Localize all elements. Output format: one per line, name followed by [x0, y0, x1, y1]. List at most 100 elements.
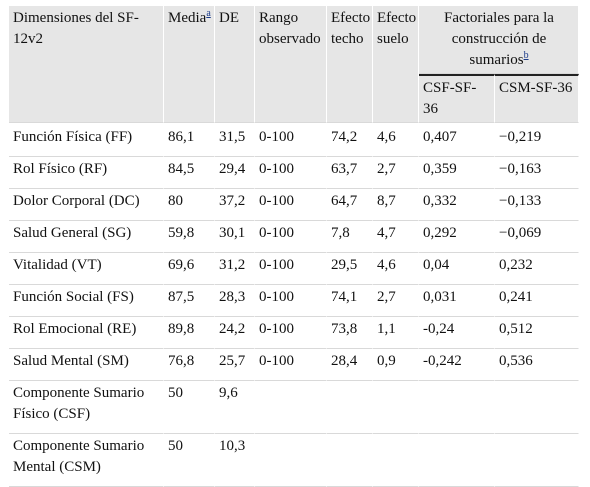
- cell-ceiling: 28,4: [327, 349, 373, 381]
- cell-sd: 10,3: [215, 434, 255, 487]
- cell-floor: 4,7: [373, 221, 419, 253]
- table-row: Función Física (FF) 86,1 31,5 0-100 74,2 4,6 0…: [9, 123, 579, 157]
- cell-floor: 1,1: [373, 317, 419, 349]
- cell-range: [255, 381, 327, 434]
- table-row: Componente Sumario Físico (CSF) 50 9,6: [9, 381, 579, 434]
- cell-range: 0-100: [255, 157, 327, 189]
- cell-sd: 9,6: [215, 381, 255, 434]
- cell-csm: 0,512: [495, 317, 579, 349]
- header-csm: CSM-SF-36: [495, 74, 579, 123]
- cell-csm: −0,219: [495, 123, 579, 157]
- cell-range: 0-100: [255, 285, 327, 317]
- cell-sd: 29,4: [215, 157, 255, 189]
- cell-floor: 2,7: [373, 285, 419, 317]
- cell-csf: 0,359: [419, 157, 495, 189]
- cell-floor: 0,9: [373, 349, 419, 381]
- cell-floor: 8,7: [373, 189, 419, 221]
- cell-ceiling: 7,8: [327, 221, 373, 253]
- cell-ceiling: 63,7: [327, 157, 373, 189]
- header-mean: Mediaa: [164, 6, 215, 123]
- cell-dimension: Componente Sumario Mental (CSM): [9, 434, 164, 487]
- cell-sd: 24,2: [215, 317, 255, 349]
- cell-range: 0-100: [255, 189, 327, 221]
- table-body: Función Física (FF) 86,1 31,5 0-100 74,2 4,6 0…: [9, 123, 579, 487]
- header-ceiling: Efecto techo: [327, 6, 373, 123]
- header-floor: Efecto suelo: [373, 6, 419, 123]
- table-row: Función Social (FS) 87,5 28,3 0-100 74,1 2,7 0…: [9, 285, 579, 317]
- footnote-a-link[interactable]: a: [206, 8, 211, 19]
- cell-mean: 86,1: [164, 123, 215, 157]
- cell-csf: -0,242: [419, 349, 495, 381]
- cell-csm: −0,133: [495, 189, 579, 221]
- table-row: Dolor Corporal (DC) 80 37,2 0-100 64,7 8,7 0,3…: [9, 189, 579, 221]
- table-row: Rol Emocional (RE) 89,8 24,2 0-100 73,8 1,1 -0…: [9, 317, 579, 349]
- cell-ceiling: [327, 434, 373, 487]
- cell-dimension: Rol Emocional (RE): [9, 317, 164, 349]
- header-factorial-label: Factoriales para la construcción de suma…: [444, 10, 554, 68]
- cell-range: 0-100: [255, 123, 327, 157]
- footnote-b-link[interactable]: b: [523, 50, 529, 61]
- cell-mean: 87,5: [164, 285, 215, 317]
- cell-mean: 89,8: [164, 317, 215, 349]
- cell-range: 0-100: [255, 253, 327, 285]
- cell-sd: 30,1: [215, 221, 255, 253]
- cell-dimension: Rol Físico (RF): [9, 157, 164, 189]
- cell-dimension: Componente Sumario Físico (CSF): [9, 381, 164, 434]
- cell-mean: 50: [164, 381, 215, 434]
- cell-floor: 4,6: [373, 253, 419, 285]
- cell-range: [255, 434, 327, 487]
- cell-range: 0-100: [255, 317, 327, 349]
- cell-ceiling: [327, 381, 373, 434]
- cell-mean: 80: [164, 189, 215, 221]
- cell-ceiling: 74,2: [327, 123, 373, 157]
- cell-ceiling: 73,8: [327, 317, 373, 349]
- sf12-table: Dimensiones del SF-12v2 Mediaa DE Rango …: [9, 6, 579, 487]
- cell-mean: 76,8: [164, 349, 215, 381]
- cell-ceiling: 29,5: [327, 253, 373, 285]
- cell-dimension: Dolor Corporal (DC): [9, 189, 164, 221]
- cell-sd: 37,2: [215, 189, 255, 221]
- cell-csm: 0,536: [495, 349, 579, 381]
- cell-dimension: Función Social (FS): [9, 285, 164, 317]
- cell-floor: 2,7: [373, 157, 419, 189]
- cell-sd: 25,7: [215, 349, 255, 381]
- cell-ceiling: 64,7: [327, 189, 373, 221]
- cell-mean: 59,8: [164, 221, 215, 253]
- cell-ceiling: 74,1: [327, 285, 373, 317]
- header-range: Rango observado: [255, 6, 327, 123]
- cell-floor: 4,6: [373, 123, 419, 157]
- header-factorial: Factoriales para la construcción de suma…: [419, 6, 579, 74]
- cell-range: 0-100: [255, 349, 327, 381]
- cell-csm: [495, 434, 579, 487]
- cell-sd: 28,3: [215, 285, 255, 317]
- header-csf: CSF-SF-36: [419, 74, 495, 123]
- cell-csf: 0,031: [419, 285, 495, 317]
- cell-csf: 0,04: [419, 253, 495, 285]
- cell-dimension: Vitalidad (VT): [9, 253, 164, 285]
- cell-csf: [419, 434, 495, 487]
- cell-floor: [373, 434, 419, 487]
- cell-mean: 50: [164, 434, 215, 487]
- cell-csf: -0,24: [419, 317, 495, 349]
- cell-mean: 84,5: [164, 157, 215, 189]
- cell-sd: 31,5: [215, 123, 255, 157]
- cell-sd: 31,2: [215, 253, 255, 285]
- cell-mean: 69,6: [164, 253, 215, 285]
- cell-dimension: Salud General (SG): [9, 221, 164, 253]
- cell-csf: 0,332: [419, 189, 495, 221]
- table-header: Dimensiones del SF-12v2 Mediaa DE Rango …: [9, 6, 579, 123]
- cell-csm: −0,163: [495, 157, 579, 189]
- header-dimension: Dimensiones del SF-12v2: [9, 6, 164, 123]
- header-mean-label: Media: [168, 10, 207, 26]
- table-row: Vitalidad (VT) 69,6 31,2 0-100 29,5 4,6 0,04 0,…: [9, 253, 579, 285]
- table-row: Componente Sumario Mental (CSM) 50 10,3: [9, 434, 579, 487]
- cell-csf: [419, 381, 495, 434]
- cell-csf: 0,407: [419, 123, 495, 157]
- table-row: Salud Mental (SM) 76,8 25,7 0-100 28,4 0,9 -0,…: [9, 349, 579, 381]
- cell-csm: 0,241: [495, 285, 579, 317]
- cell-dimension: Salud Mental (SM): [9, 349, 164, 381]
- cell-range: 0-100: [255, 221, 327, 253]
- cell-floor: [373, 381, 419, 434]
- cell-csm: [495, 381, 579, 434]
- cell-dimension: Función Física (FF): [9, 123, 164, 157]
